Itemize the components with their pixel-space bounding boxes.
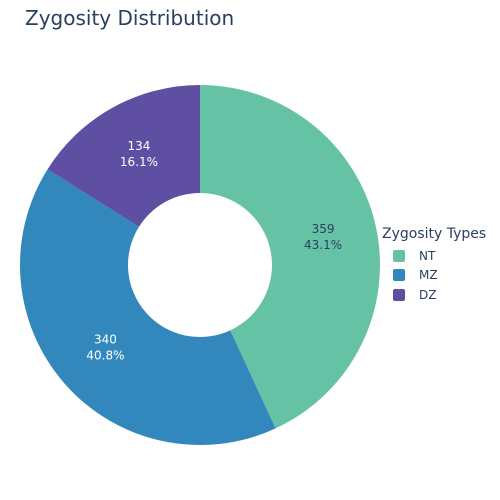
slice-value-nt: 359 xyxy=(312,222,335,236)
legend-label-mz: MZ xyxy=(419,268,438,283)
legend: Zygosity Types NT MZ DZ xyxy=(382,226,497,305)
slice-dz[interactable] xyxy=(47,85,200,227)
legend-label-nt: NT xyxy=(419,248,436,263)
slice-percent-dz: 16.1% xyxy=(120,155,158,169)
slice-value-dz: 134 xyxy=(128,139,151,153)
legend-swatch-nt xyxy=(393,249,405,262)
slice-percent-mz: 40.8% xyxy=(86,348,124,362)
legend-swatch-mz xyxy=(393,269,405,282)
slice-percent-nt: 43.1% xyxy=(304,238,342,252)
slice-nt[interactable] xyxy=(200,85,381,429)
legend-swatch-dz xyxy=(393,288,405,301)
legend-label-dz: DZ xyxy=(419,287,437,302)
legend-item-nt[interactable]: NT xyxy=(382,246,497,266)
slice-value-mz: 340 xyxy=(94,332,117,346)
slice-mz[interactable] xyxy=(19,169,276,445)
chart-title: Zygosity Distribution xyxy=(25,6,235,30)
legend-title: Zygosity Types xyxy=(382,226,487,242)
legend-item-mz[interactable]: MZ xyxy=(382,266,497,286)
legend-item-dz[interactable]: DZ xyxy=(382,285,497,305)
